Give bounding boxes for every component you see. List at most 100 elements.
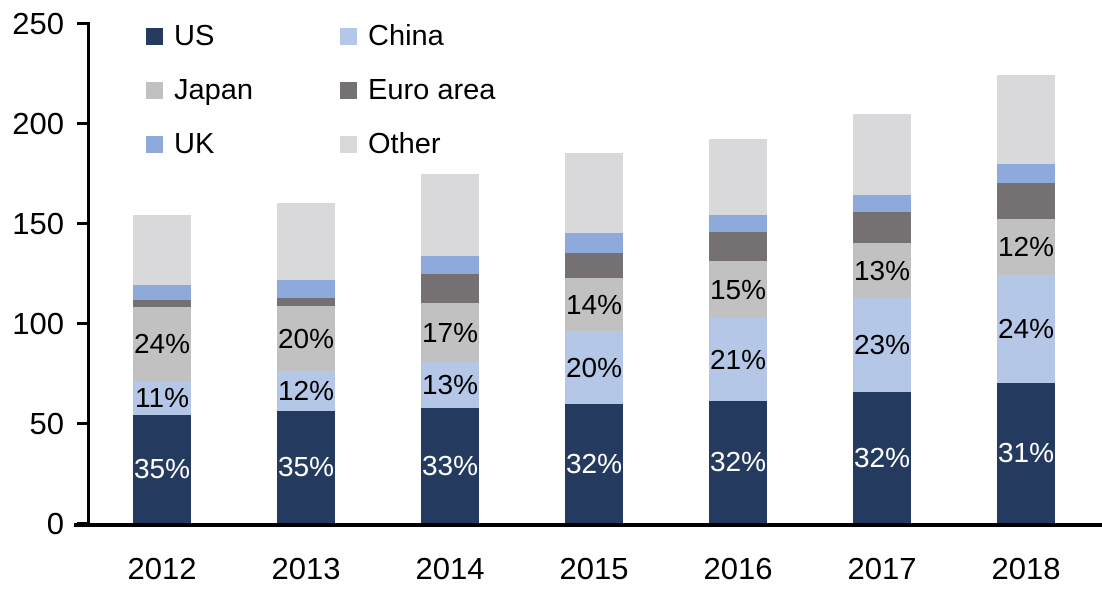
bar-segment-2012-japan (133, 307, 191, 381)
segment-label: 32% (709, 446, 767, 477)
x-axis-line (74, 523, 1102, 527)
legend-label: China (368, 20, 444, 52)
bar-segment-2015-us (565, 404, 623, 523)
segment-label: 32% (853, 441, 911, 473)
legend-label: US (174, 20, 215, 52)
bar-segment-2014-china (421, 362, 479, 408)
x-tick-label: 2018 (991, 551, 1061, 586)
x-tick-label: 2016 (703, 551, 773, 586)
bar-segment-2016-china (709, 318, 767, 401)
bar-segment-2013-euro-area (277, 298, 335, 306)
segment-label: 24% (133, 328, 191, 359)
bar-segment-2016-japan (709, 261, 767, 318)
legend-swatch (146, 82, 163, 99)
y-tick-label: 100 (12, 306, 64, 341)
segment-label: 13% (853, 254, 911, 286)
bar-segment-2015-japan (565, 278, 623, 331)
bar-segment-2014-euro-area (421, 274, 479, 303)
x-tick-label: 2015 (559, 551, 629, 586)
segment-label: 23% (853, 329, 911, 360)
legend-item-euro-area: Euro area (340, 76, 495, 105)
legend-item-other: Other (340, 130, 495, 159)
x-tick-label: 2014 (415, 551, 485, 586)
segment-label: 12% (277, 375, 335, 406)
segment-label: 31% (997, 437, 1055, 468)
y-tick-label: 200 (12, 106, 64, 141)
legend-item-japan: Japan (146, 76, 340, 105)
bar-segment-2012-us (133, 415, 191, 523)
bar-segment-2014-other (421, 174, 479, 256)
bar-segment-2012-other (133, 215, 191, 285)
bar-segment-2012-uk (133, 285, 191, 300)
legend-swatch (146, 136, 163, 153)
bar-segment-2018-uk (997, 164, 1055, 183)
bar-segment-2016-us (709, 401, 767, 523)
segment-label: 12% (997, 231, 1055, 262)
bar-segment-2012-euro-area (133, 300, 191, 307)
segment-label: 21% (709, 343, 767, 375)
bar-segment-2017-china (853, 298, 911, 392)
bar-segment-2014-us (421, 408, 479, 523)
legend-swatch (340, 28, 357, 45)
y-tick-label: 0 (46, 506, 64, 541)
legend-swatch (340, 136, 357, 153)
bar-segment-2017-euro-area (853, 212, 911, 243)
bar-segment-2014-uk (421, 256, 479, 274)
y-tick-mark (77, 422, 88, 425)
bar-segment-2018-other (997, 75, 1055, 164)
y-tick-label: 50 (29, 406, 64, 441)
bar-segment-2013-us (277, 411, 335, 523)
bar-segment-2017-japan (853, 243, 911, 298)
y-tick-mark (77, 122, 88, 125)
bar-segment-2013-japan (277, 306, 335, 371)
bar-segment-2018-japan (997, 219, 1055, 275)
legend-label: Japan (174, 74, 254, 106)
legend-label: Other (368, 128, 441, 160)
segment-label: 17% (421, 316, 479, 348)
y-tick-mark (77, 522, 88, 525)
segment-label: 35% (133, 453, 191, 484)
segment-label: 20% (565, 351, 623, 383)
segment-label: 14% (565, 288, 623, 320)
bar-segment-2018-us (997, 383, 1055, 523)
bar-segment-2018-china (997, 275, 1055, 383)
segment-label: 20% (277, 322, 335, 354)
y-axis-line (87, 22, 90, 527)
x-tick-label: 2012 (127, 551, 197, 586)
bar-segment-2013-china (277, 371, 335, 411)
legend-swatch (340, 82, 357, 99)
y-tick-mark (77, 322, 88, 325)
bar-segment-2017-us (853, 392, 911, 523)
segment-label: 33% (421, 449, 479, 481)
y-tick-mark (77, 222, 88, 225)
bar-segment-2016-uk (709, 215, 767, 232)
segment-label: 11% (135, 382, 189, 413)
legend-item-china: China (340, 22, 495, 51)
y-tick-label: 250 (12, 6, 64, 41)
legend: US China Japan Euro area UK Other (146, 22, 495, 184)
legend-label: Euro area (368, 74, 496, 106)
segment-label: 13% (421, 369, 479, 400)
x-tick-label: 2013 (271, 551, 341, 586)
legend-swatch (146, 28, 163, 45)
bar-segment-2013-other (277, 203, 335, 280)
bar-segment-2017-uk (853, 195, 911, 212)
segment-label: 15% (709, 273, 767, 305)
x-tick-label: 2017 (847, 551, 917, 586)
bar-segment-2016-other (709, 139, 767, 215)
segment-label: 24% (997, 313, 1055, 344)
bar-segment-2015-other (565, 153, 623, 233)
bar-segment-2015-uk (565, 233, 623, 253)
legend-label: UK (174, 128, 215, 160)
segment-label: 35% (277, 451, 335, 482)
bar-segment-2012-china (133, 381, 191, 415)
legend-item-uk: UK (146, 130, 340, 159)
bar-segment-2014-japan (421, 303, 479, 362)
bar-segment-2017-other (853, 114, 911, 195)
bar-segment-2018-euro-area (997, 183, 1055, 219)
bar-segment-2016-euro-area (709, 232, 767, 261)
bar-segment-2015-euro-area (565, 253, 623, 278)
y-tick-label: 150 (12, 206, 64, 241)
bar-segment-2013-uk (277, 280, 335, 298)
